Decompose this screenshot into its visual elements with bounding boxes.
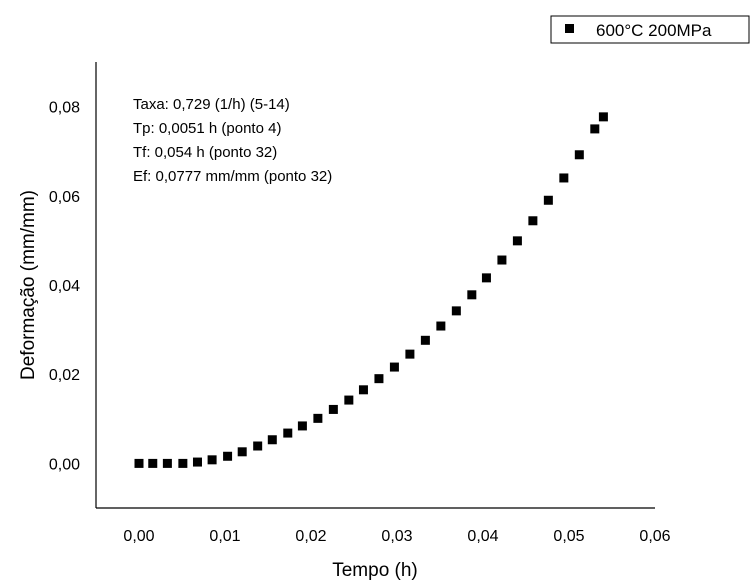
y-tick-label: 0,06 — [49, 189, 80, 206]
x-tick-label: 0,03 — [381, 528, 412, 545]
x-tick-label: 0,02 — [295, 528, 326, 545]
x-tick-label: 0,00 — [123, 528, 154, 545]
data-point — [436, 321, 446, 331]
data-point — [451, 306, 461, 316]
data-point — [148, 458, 158, 468]
data-point — [420, 335, 430, 345]
data-point — [162, 458, 172, 468]
x-axis-title: Tempo (h) — [332, 560, 418, 580]
data-point — [178, 458, 188, 468]
data-point — [313, 413, 323, 423]
x-tick-label: 0,05 — [553, 528, 584, 545]
annotation-block: Taxa: 0,729 (1/h) (5-14) Tp: 0,0051 h (p… — [133, 96, 332, 185]
legend-label: 600°C 200MPa — [596, 21, 712, 40]
data-points — [134, 112, 608, 468]
y-tick-label: 0,02 — [49, 367, 80, 384]
x-tick-labels: 0,00 0,01 0,02 0,03 0,04 0,05 0,06 — [123, 528, 670, 545]
data-point — [512, 236, 522, 246]
y-tick-label: 0,00 — [49, 456, 80, 473]
data-point — [467, 290, 477, 300]
y-tick-label: 0,04 — [49, 278, 80, 295]
data-point — [481, 273, 491, 283]
annotation-tf: Tf: 0,054 h (ponto 32) — [133, 144, 277, 161]
y-axis-title: Deformação (mm/mm) — [18, 190, 39, 380]
data-point — [207, 455, 217, 465]
x-tick-label: 0,01 — [209, 528, 240, 545]
annotation-ef: Ef: 0,0777 mm/mm (ponto 32) — [133, 168, 332, 185]
data-point — [344, 395, 354, 405]
data-point — [267, 435, 277, 445]
x-tick-label: 0,04 — [467, 528, 498, 545]
data-point — [405, 349, 415, 359]
legend-marker — [565, 24, 574, 33]
y-tick-labels: 0,00 0,02 0,04 0,06 0,08 — [49, 100, 80, 474]
data-point — [543, 195, 553, 205]
data-point — [328, 404, 338, 414]
data-point — [528, 216, 538, 226]
data-point — [559, 173, 569, 183]
data-point — [297, 421, 307, 431]
data-point — [497, 255, 507, 265]
data-point — [358, 385, 368, 395]
data-point — [283, 428, 293, 438]
data-point — [134, 458, 144, 468]
data-point — [237, 447, 247, 457]
x-tick-label: 0,06 — [639, 528, 670, 545]
data-point — [590, 124, 600, 134]
data-point — [253, 441, 263, 451]
y-tick-label: 0,08 — [49, 100, 80, 117]
annotation-rate: Taxa: 0,729 (1/h) (5-14) — [133, 96, 290, 113]
data-point — [192, 457, 202, 467]
data-point — [574, 150, 584, 160]
data-point — [374, 374, 384, 384]
data-point — [223, 451, 233, 461]
data-point — [389, 362, 399, 372]
annotation-tp: Tp: 0,0051 h (ponto 4) — [133, 120, 281, 137]
data-point — [598, 112, 608, 122]
legend-box — [550, 15, 750, 44]
legend: 600°C 200MPa — [550, 15, 750, 44]
